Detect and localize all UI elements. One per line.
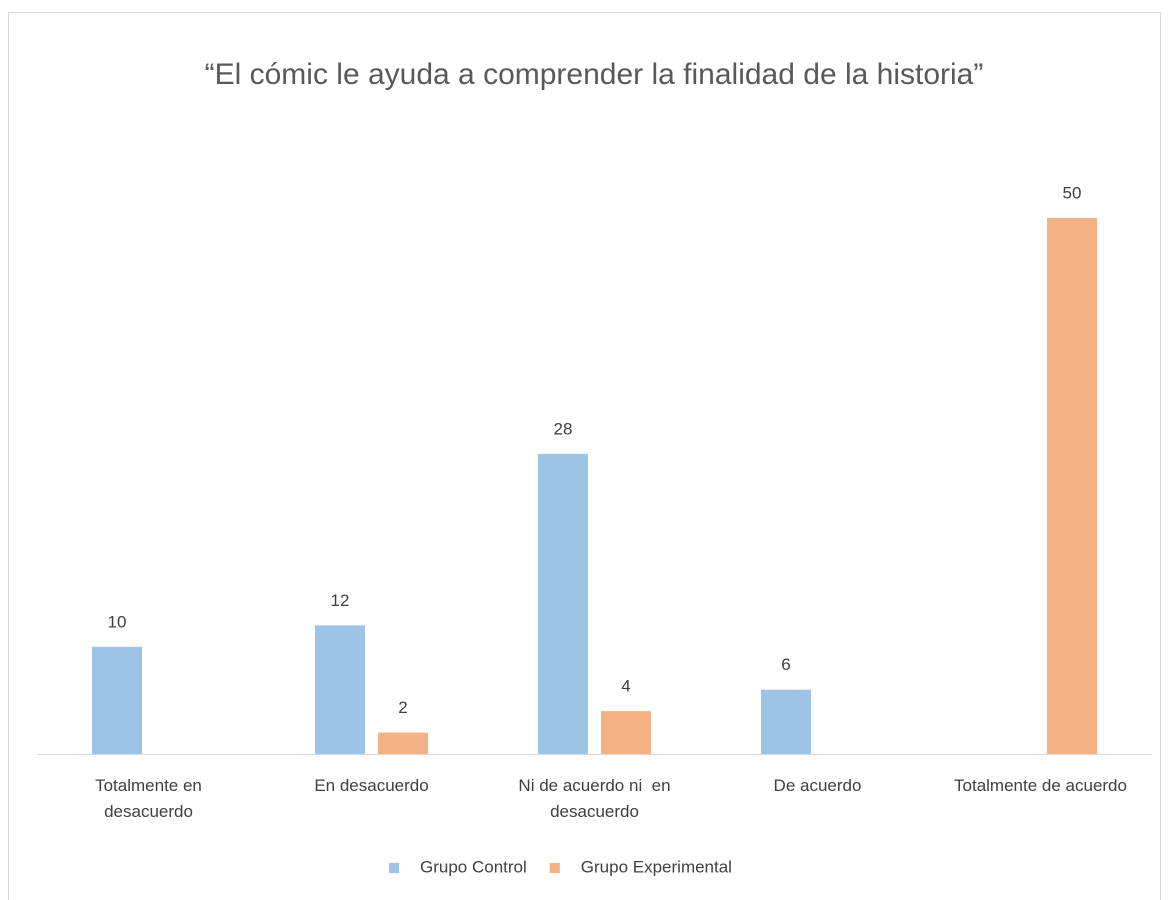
data-label: 50	[1063, 183, 1082, 202]
bar	[761, 689, 811, 754]
chart-border	[8, 12, 1161, 900]
x-tick-label: En desacuerdo	[314, 776, 429, 795]
data-label: 12	[331, 591, 350, 610]
legend-label: Grupo Experimental	[581, 857, 732, 876]
bar	[538, 453, 588, 754]
x-tick-label: Ni de acuerdo ni en desacuerdo	[518, 776, 676, 821]
legend-label: Grupo Control	[420, 857, 527, 876]
chart-title: “El cómic le ayuda a comprender la final…	[205, 58, 984, 91]
bar	[1047, 218, 1097, 754]
bar	[92, 646, 142, 754]
bar	[601, 711, 651, 754]
legend-swatch	[389, 863, 399, 873]
bar	[378, 732, 428, 754]
data-label: 6	[781, 655, 790, 674]
data-label: 10	[108, 612, 127, 631]
data-label: 2	[398, 698, 407, 717]
legend-swatch	[549, 863, 560, 873]
data-label: 4	[621, 677, 630, 696]
x-tick-label: De acuerdo	[773, 776, 862, 795]
bar	[315, 625, 365, 754]
x-tick-label: Totalmente de acuerdo	[954, 776, 1127, 795]
x-tick-label: Totalmente en desacuerdo	[95, 776, 207, 821]
data-label: 28	[554, 419, 573, 438]
